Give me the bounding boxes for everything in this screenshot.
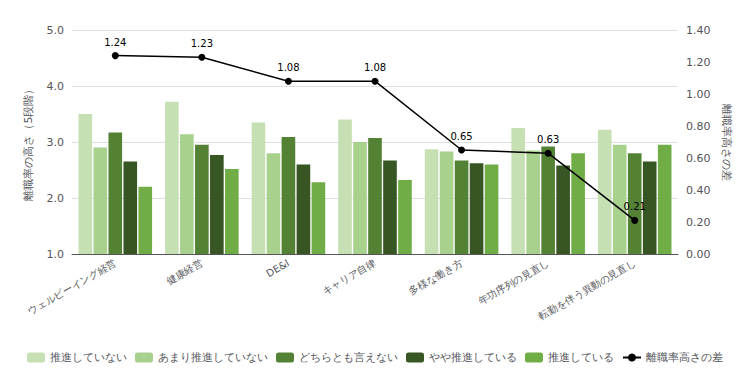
svg-text:1.20: 1.20 <box>686 56 711 69</box>
svg-text:0.21: 0.21 <box>624 201 646 212</box>
svg-text:DE&I: DE&I <box>264 257 291 279</box>
svg-text:0.80: 0.80 <box>686 120 711 133</box>
svg-text:4.0: 4.0 <box>47 80 65 93</box>
svg-text:推進している: 推進している <box>548 351 614 364</box>
svg-text:1.23: 1.23 <box>191 38 213 49</box>
svg-text:0.60: 0.60 <box>686 152 711 165</box>
svg-text:離職率の高さ（5段階）: 離職率の高さ（5段階） <box>22 84 35 201</box>
svg-text:0.40: 0.40 <box>686 184 711 197</box>
svg-text:1.40: 1.40 <box>686 24 711 37</box>
svg-text:1.00: 1.00 <box>686 88 711 101</box>
svg-text:転勤を伴う異動の見直し: 転勤を伴う異動の見直し <box>537 257 638 322</box>
svg-text:多様な働き方: 多様な働き方 <box>407 257 464 297</box>
svg-text:0.63: 0.63 <box>537 134 559 145</box>
svg-text:0.20: 0.20 <box>686 216 711 229</box>
svg-text:2.0: 2.0 <box>47 192 65 205</box>
svg-text:1.0: 1.0 <box>47 248 65 261</box>
svg-text:0.65: 0.65 <box>450 131 472 142</box>
svg-text:離職率高さの差: 離職率高さの差 <box>720 104 733 181</box>
svg-text:0.00: 0.00 <box>686 248 711 261</box>
svg-text:あまり推進していない: あまり推進していない <box>158 351 268 364</box>
svg-text:離職率高さの差: 離職率高さの差 <box>646 351 723 364</box>
svg-text:ウェルビーイング経営: ウェルビーイング経営 <box>26 257 118 317</box>
svg-text:3.0: 3.0 <box>47 136 65 149</box>
svg-text:キャリア自律: キャリア自律 <box>320 257 377 297</box>
svg-text:5.0: 5.0 <box>47 24 65 37</box>
svg-text:1.08: 1.08 <box>364 62 386 73</box>
svg-text:やや推進している: やや推進している <box>429 351 517 364</box>
svg-text:1.08: 1.08 <box>277 62 299 73</box>
svg-text:健康経営: 健康経営 <box>164 257 204 287</box>
svg-text:推進していない: 推進していない <box>50 351 127 364</box>
svg-text:どちらとも言えない: どちらとも言えない <box>299 351 398 364</box>
svg-text:年功序列の見直し: 年功序列の見直し <box>476 257 551 307</box>
svg-text:1.24: 1.24 <box>104 37 126 48</box>
